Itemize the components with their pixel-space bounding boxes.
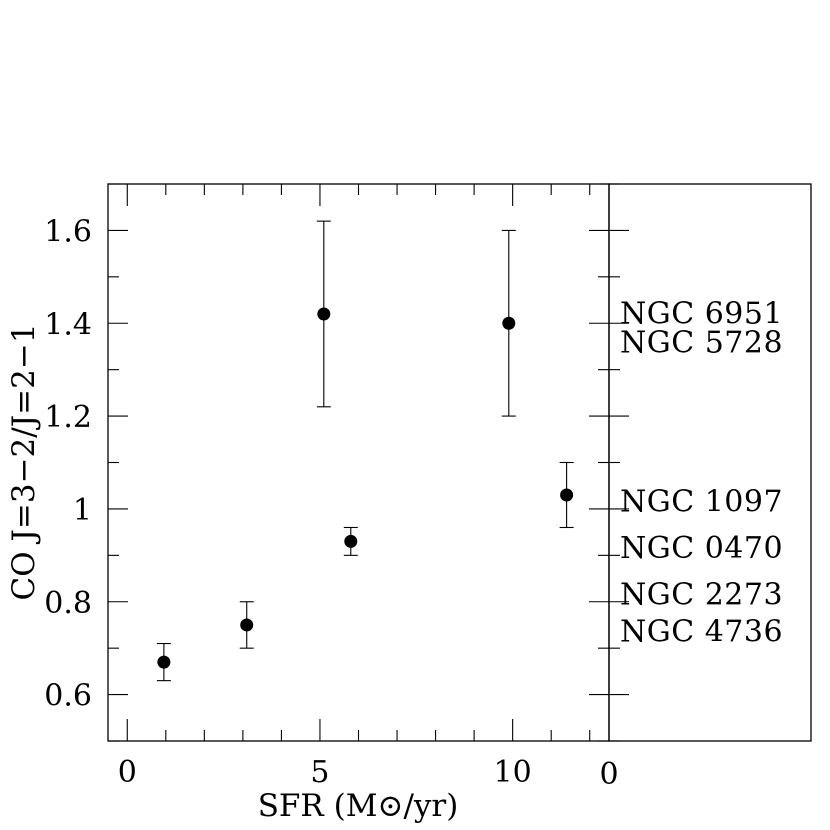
galaxy-label: NGC 1097: [620, 485, 783, 520]
tick-labels: 0 5 10 0 0.6 0.8 1 1.2 1.4 1.6: [44, 214, 618, 792]
label-panel-frame: [608, 183, 812, 742]
data-point: [317, 307, 331, 321]
y-tick-label: 1.2: [44, 400, 92, 435]
y-tick-label: 1: [73, 493, 92, 528]
y-tick-label: 1.6: [44, 214, 92, 249]
y-axis-label: CO J=3−2/J=2−1: [6, 323, 42, 600]
galaxy-label: NGC 0470: [620, 531, 783, 566]
y-tick-label: 1.4: [44, 307, 92, 342]
data-point: [157, 655, 171, 669]
data-point: [560, 488, 574, 502]
axis-ticks: [108, 183, 629, 742]
galaxy-label: NGC 6951: [620, 297, 783, 332]
y-tick-label: 0.6: [44, 679, 92, 714]
y-tick-label: 0.8: [44, 586, 92, 621]
main-plot-frame: [107, 183, 610, 742]
data-point: [502, 316, 516, 330]
galaxy-label: NGC 5728: [620, 325, 783, 360]
data-point: [240, 618, 254, 632]
x-axis-label: SFR (M⊙/yr): [258, 788, 459, 824]
data-point: [344, 534, 358, 548]
x-tick-label: 5: [310, 755, 329, 790]
data-points: [156, 220, 574, 682]
x-tick-label: 10: [494, 755, 532, 790]
panel-x-tick-label: 0: [599, 757, 618, 792]
x-tick-label: 0: [118, 755, 137, 790]
galaxy-label: NGC 2273: [620, 577, 783, 612]
galaxy-label: NGC 4736: [620, 615, 783, 650]
